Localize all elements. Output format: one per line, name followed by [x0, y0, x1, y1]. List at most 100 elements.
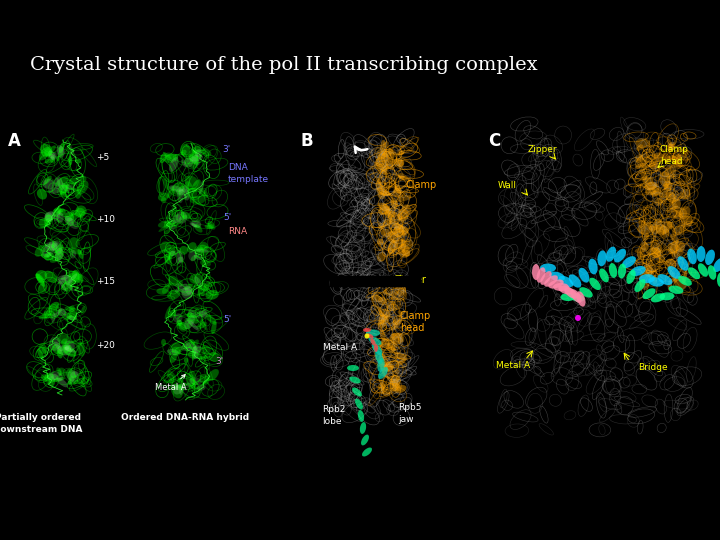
Ellipse shape: [63, 345, 71, 353]
Ellipse shape: [579, 268, 590, 282]
Ellipse shape: [169, 157, 179, 172]
Ellipse shape: [184, 318, 194, 325]
Ellipse shape: [669, 286, 683, 294]
Ellipse shape: [379, 362, 388, 367]
Ellipse shape: [42, 179, 55, 189]
Ellipse shape: [382, 366, 388, 375]
Ellipse shape: [347, 365, 359, 371]
Ellipse shape: [39, 314, 48, 319]
Ellipse shape: [666, 192, 677, 202]
Ellipse shape: [648, 277, 664, 287]
Ellipse shape: [70, 178, 78, 186]
Text: Crystal structure of the pol II transcribing complex: Crystal structure of the pol II transcri…: [30, 56, 538, 74]
Ellipse shape: [70, 250, 76, 259]
Ellipse shape: [364, 334, 369, 339]
Text: Zipper: Zipper: [528, 145, 557, 154]
Ellipse shape: [162, 282, 171, 294]
Ellipse shape: [639, 274, 655, 283]
Ellipse shape: [393, 188, 401, 198]
Ellipse shape: [179, 246, 188, 255]
Ellipse shape: [634, 247, 646, 253]
Ellipse shape: [639, 220, 646, 225]
Ellipse shape: [637, 252, 644, 258]
Ellipse shape: [50, 253, 64, 263]
Text: downstream DNA: downstream DNA: [0, 425, 82, 434]
Ellipse shape: [71, 211, 76, 221]
Ellipse shape: [570, 293, 585, 302]
Ellipse shape: [65, 279, 73, 291]
Ellipse shape: [45, 373, 54, 383]
Ellipse shape: [57, 378, 68, 387]
Ellipse shape: [385, 209, 395, 219]
Ellipse shape: [54, 342, 63, 351]
Text: lobe: lobe: [322, 416, 341, 426]
Ellipse shape: [66, 368, 76, 381]
Ellipse shape: [161, 241, 171, 253]
Ellipse shape: [387, 343, 396, 352]
Ellipse shape: [207, 223, 214, 229]
Ellipse shape: [606, 247, 616, 262]
Ellipse shape: [640, 272, 651, 281]
Ellipse shape: [193, 150, 199, 158]
Ellipse shape: [673, 160, 683, 169]
Ellipse shape: [56, 213, 64, 223]
Ellipse shape: [67, 273, 81, 284]
Ellipse shape: [649, 160, 658, 170]
Ellipse shape: [390, 375, 399, 386]
Ellipse shape: [46, 252, 51, 258]
Ellipse shape: [656, 254, 665, 264]
Ellipse shape: [45, 218, 52, 227]
Ellipse shape: [380, 191, 391, 196]
Ellipse shape: [394, 224, 404, 233]
Ellipse shape: [714, 258, 720, 272]
Ellipse shape: [395, 352, 408, 361]
Ellipse shape: [176, 212, 187, 224]
Ellipse shape: [192, 347, 199, 359]
Ellipse shape: [397, 215, 402, 220]
Ellipse shape: [186, 382, 191, 387]
Ellipse shape: [669, 202, 677, 210]
Ellipse shape: [381, 317, 387, 322]
Ellipse shape: [352, 388, 362, 396]
Ellipse shape: [392, 380, 399, 387]
Ellipse shape: [197, 286, 202, 297]
Ellipse shape: [76, 205, 86, 217]
Ellipse shape: [391, 321, 401, 330]
Ellipse shape: [184, 176, 197, 187]
Ellipse shape: [630, 266, 646, 276]
Ellipse shape: [391, 291, 399, 300]
Ellipse shape: [54, 178, 60, 189]
Text: Metal A: Metal A: [323, 343, 357, 353]
Ellipse shape: [549, 272, 564, 281]
Ellipse shape: [688, 267, 700, 279]
Ellipse shape: [687, 248, 697, 264]
Ellipse shape: [179, 215, 187, 220]
Ellipse shape: [48, 302, 59, 312]
Ellipse shape: [652, 242, 662, 258]
Ellipse shape: [197, 355, 210, 360]
Ellipse shape: [358, 410, 364, 422]
Ellipse shape: [656, 224, 667, 235]
Ellipse shape: [532, 264, 540, 280]
Ellipse shape: [380, 140, 386, 156]
Ellipse shape: [653, 184, 658, 193]
Ellipse shape: [186, 374, 195, 384]
Ellipse shape: [644, 233, 649, 241]
Ellipse shape: [377, 192, 384, 199]
Ellipse shape: [56, 367, 62, 376]
Ellipse shape: [192, 340, 199, 348]
Ellipse shape: [60, 182, 68, 195]
Ellipse shape: [381, 229, 391, 237]
Ellipse shape: [42, 244, 55, 257]
Ellipse shape: [192, 179, 201, 192]
Ellipse shape: [176, 322, 190, 330]
Ellipse shape: [654, 198, 663, 206]
Ellipse shape: [70, 146, 73, 156]
Text: head: head: [660, 157, 683, 165]
Ellipse shape: [705, 249, 715, 265]
Ellipse shape: [177, 378, 184, 383]
Ellipse shape: [68, 271, 80, 280]
Ellipse shape: [397, 310, 403, 315]
Ellipse shape: [384, 363, 394, 372]
Ellipse shape: [380, 363, 394, 372]
